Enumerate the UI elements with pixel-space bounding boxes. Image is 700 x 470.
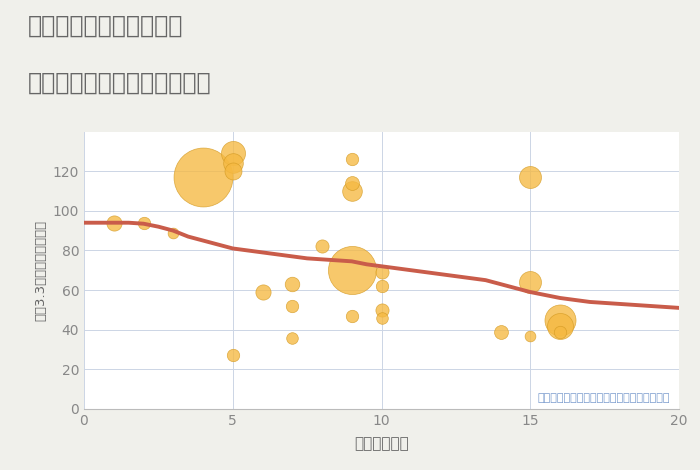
- Point: [227, 159, 238, 167]
- Y-axis label: 坪（3.3㎡）単価（万円）: 坪（3.3㎡）単価（万円）: [34, 219, 47, 321]
- Point: [287, 302, 298, 310]
- Point: [376, 282, 387, 290]
- Point: [168, 229, 179, 236]
- Text: 駅距離別中古マンション価格: 駅距離別中古マンション価格: [28, 70, 211, 94]
- Point: [287, 334, 298, 341]
- Point: [554, 322, 566, 329]
- Point: [346, 187, 357, 195]
- Point: [227, 149, 238, 157]
- Point: [525, 332, 536, 339]
- Point: [227, 167, 238, 175]
- Point: [525, 278, 536, 286]
- Text: 奈良県奈良市餅飯殿町の: 奈良県奈良市餅飯殿町の: [28, 14, 183, 38]
- Text: 円の大きさは、取引のあった物件面積を示す: 円の大きさは、取引のあった物件面積を示す: [538, 393, 670, 403]
- Point: [227, 352, 238, 359]
- Point: [495, 328, 506, 336]
- Point: [346, 156, 357, 163]
- Point: [346, 312, 357, 320]
- X-axis label: 駅距離（分）: 駅距離（分）: [354, 436, 409, 451]
- Point: [316, 243, 328, 250]
- Point: [346, 180, 357, 187]
- Point: [197, 173, 209, 181]
- Point: [138, 219, 149, 227]
- Point: [287, 280, 298, 288]
- Point: [554, 328, 566, 336]
- Point: [376, 314, 387, 321]
- Point: [257, 288, 268, 296]
- Point: [376, 306, 387, 313]
- Point: [554, 316, 566, 323]
- Point: [346, 266, 357, 274]
- Point: [108, 219, 119, 227]
- Point: [376, 268, 387, 276]
- Point: [525, 173, 536, 181]
